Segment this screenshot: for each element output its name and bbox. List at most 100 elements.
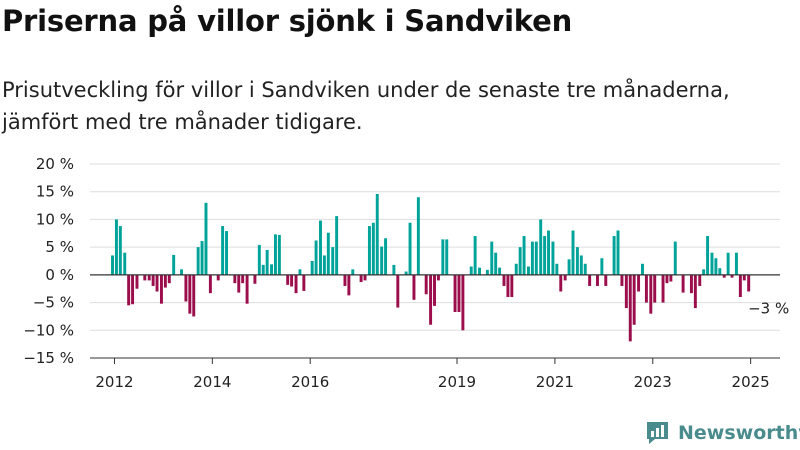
y-axis-labels: −15 % −10 % −5 % 0 % 5 % 10 % 15 % 20 % [23, 155, 74, 367]
bar [669, 274, 673, 282]
bar [159, 274, 163, 304]
bar [522, 236, 526, 275]
bar [453, 274, 457, 312]
bar [710, 252, 714, 275]
bar [404, 271, 408, 275]
bar [681, 274, 685, 293]
y-tick-label: 0 % [45, 266, 74, 284]
bar [742, 274, 746, 281]
bar [539, 219, 543, 275]
x-tick-label: 2016 [291, 373, 329, 391]
bar [180, 269, 183, 275]
bar [151, 274, 155, 286]
y-tick-label: −5 % [33, 294, 74, 312]
bar [510, 274, 514, 298]
bar [624, 274, 628, 309]
bar [257, 244, 261, 275]
bar [644, 274, 648, 303]
bars [111, 193, 751, 342]
bar [416, 197, 420, 275]
bar [127, 274, 131, 306]
bar [661, 274, 665, 303]
bar [314, 240, 318, 275]
bar [506, 274, 510, 298]
bar [380, 246, 384, 275]
bar [286, 274, 290, 285]
bar [343, 274, 347, 286]
bar [543, 236, 547, 275]
bar [689, 274, 693, 294]
bar [163, 274, 167, 288]
bar [527, 266, 530, 275]
bar [457, 274, 461, 312]
y-tick-label: −15 % [23, 349, 74, 367]
bar [367, 226, 371, 275]
bar [588, 274, 592, 286]
bar [245, 274, 249, 304]
x-axis-labels: 2012 2014 2016 2019 2021 2023 2025 [95, 373, 769, 391]
bar [518, 247, 522, 275]
bar [706, 236, 710, 275]
bar [392, 264, 396, 275]
bar [571, 230, 575, 275]
bar [298, 269, 302, 275]
bar [726, 252, 730, 275]
last-value-label: −3 % [748, 299, 789, 317]
bar [563, 274, 567, 281]
bar [494, 252, 498, 275]
bar [424, 274, 428, 295]
x-tick-label: 2021 [536, 373, 574, 391]
bar [555, 263, 559, 275]
bar [649, 274, 653, 314]
bar [693, 274, 697, 309]
bar [490, 241, 494, 275]
bar [331, 247, 335, 275]
bar [192, 274, 196, 317]
bar [253, 274, 257, 284]
bar [469, 266, 473, 275]
bar [436, 274, 440, 281]
bar [384, 238, 388, 275]
bar [730, 274, 734, 278]
bar [225, 231, 228, 275]
y-tick-label: 5 % [45, 238, 74, 256]
bar [632, 274, 636, 325]
bar [502, 274, 506, 286]
bar [498, 267, 502, 275]
bar [196, 247, 200, 275]
bar [135, 274, 139, 289]
bar [200, 241, 204, 275]
bar [637, 274, 641, 292]
bar [216, 274, 220, 281]
bar [718, 268, 722, 275]
bar [738, 274, 742, 298]
bar [412, 274, 416, 300]
bar [371, 222, 375, 275]
bar [347, 274, 351, 296]
bar [396, 274, 400, 308]
bar [111, 255, 114, 275]
bar [583, 263, 587, 275]
chart-subtitle: Prisutveckling för villor i Sandviken un… [2, 78, 730, 134]
bar [208, 274, 212, 294]
bar [322, 255, 326, 275]
bar [478, 267, 481, 275]
y-tick-label: 20 % [36, 155, 74, 173]
bar [747, 274, 751, 292]
bar [290, 274, 294, 287]
bar [319, 220, 322, 275]
bar [265, 249, 269, 275]
bar [514, 263, 518, 275]
bar [473, 236, 477, 275]
newsworthy-logo-icon [647, 422, 668, 444]
bar [294, 274, 298, 294]
bar [698, 274, 702, 286]
brand-logo: Newsworthy [645, 419, 800, 447]
x-tick-label: 2012 [95, 373, 133, 391]
bar [155, 274, 159, 292]
bar [604, 274, 608, 286]
bar [274, 234, 277, 275]
bar [429, 274, 433, 325]
bar [616, 230, 620, 275]
bar [114, 219, 118, 275]
